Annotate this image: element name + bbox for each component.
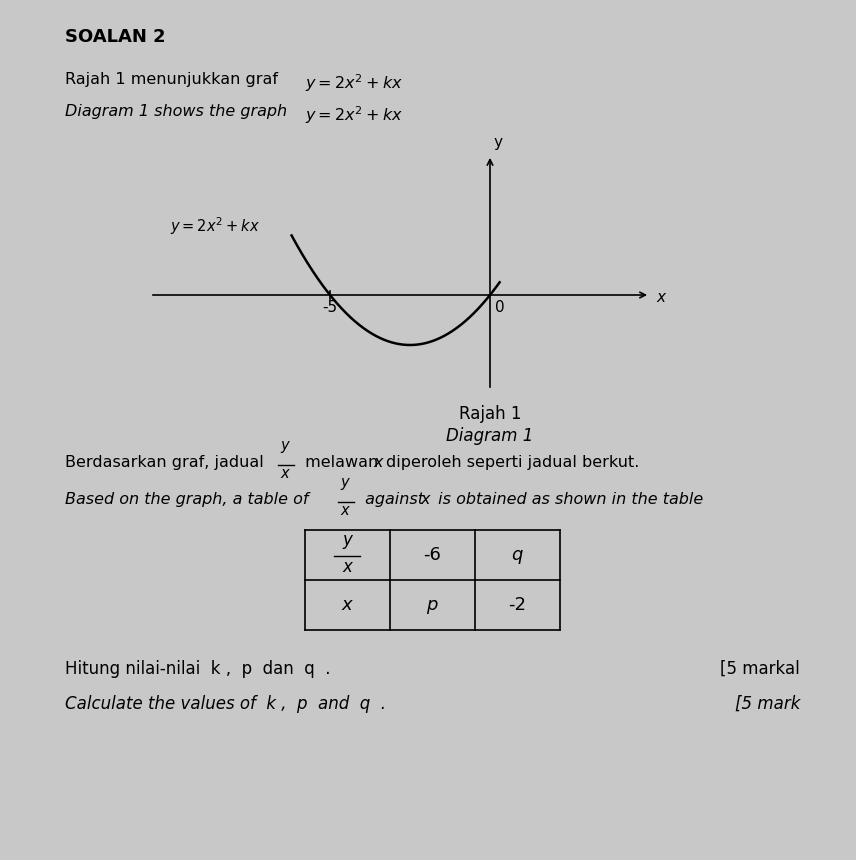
Text: y: y (280, 438, 288, 453)
Text: x: x (340, 503, 348, 518)
Text: x: x (342, 558, 352, 576)
Text: x: x (342, 596, 353, 614)
Text: Diagram 1 shows the graph: Diagram 1 shows the graph (65, 104, 287, 119)
Text: Rajah 1: Rajah 1 (459, 405, 521, 423)
Text: y: y (494, 135, 503, 150)
Text: x: x (280, 466, 288, 481)
Text: y: y (342, 531, 352, 549)
Text: Berdasarkan graf, jadual: Berdasarkan graf, jadual (65, 455, 264, 470)
Text: is obtained as shown in the table: is obtained as shown in the table (433, 492, 704, 507)
Text: Based on the graph, a table of: Based on the graph, a table of (65, 492, 308, 507)
Text: -5: -5 (323, 300, 337, 315)
Text: p: p (426, 596, 437, 614)
Text: y: y (340, 475, 348, 490)
Text: Diagram 1: Diagram 1 (446, 427, 533, 445)
Text: $y = 2x^2 + kx$: $y = 2x^2 + kx$ (305, 72, 403, 94)
Text: Rajah 1 menunjukkan graf: Rajah 1 menunjukkan graf (65, 72, 278, 87)
Text: [5 markal: [5 markal (720, 660, 800, 678)
Text: -6: -6 (423, 546, 441, 564)
Text: $y = 2x^2 + kx$: $y = 2x^2 + kx$ (305, 104, 403, 126)
Text: x: x (656, 290, 665, 304)
Text: against: against (360, 492, 424, 507)
Text: SOALAN 2: SOALAN 2 (65, 28, 165, 46)
Text: q: q (511, 546, 523, 564)
Text: diperoleh seperti jadual berkut.: diperoleh seperti jadual berkut. (386, 455, 639, 470)
Text: Hitung nilai-nilai  k ,  p  dan  q  .: Hitung nilai-nilai k , p dan q . (65, 660, 330, 678)
Text: $y = 2x^2 + kx$: $y = 2x^2 + kx$ (170, 215, 260, 237)
Text: melawan: melawan (300, 455, 378, 470)
Text: [5 mark: [5 mark (734, 695, 800, 713)
Text: x: x (373, 455, 383, 470)
Text: -2: -2 (508, 596, 526, 614)
Text: Calculate the values of  k ,  p  and  q  .: Calculate the values of k , p and q . (65, 695, 386, 713)
Text: 0: 0 (495, 300, 505, 315)
Text: x: x (420, 492, 430, 507)
